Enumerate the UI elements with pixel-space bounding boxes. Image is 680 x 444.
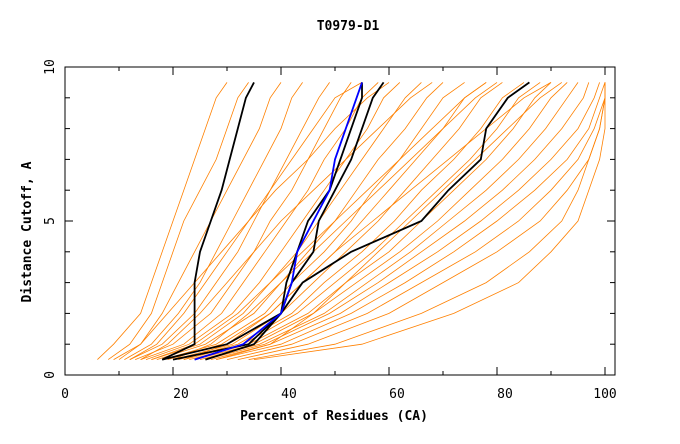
- model-curve: [124, 82, 303, 360]
- highlight-curve-black: [161, 82, 363, 361]
- x-tick-label: 40: [281, 387, 297, 402]
- highlight-curve-black: [172, 81, 530, 361]
- model-curve: [205, 82, 590, 360]
- model-curve: [183, 82, 552, 360]
- x-tick-label: 20: [173, 387, 189, 402]
- x-tick-label: 80: [497, 387, 513, 402]
- x-tick-label: 100: [593, 387, 616, 402]
- x-tick-label: 60: [389, 387, 405, 402]
- y-tick-label: 0: [43, 371, 58, 379]
- model-curve: [118, 82, 282, 360]
- model-curve: [107, 82, 249, 360]
- model-curve: [172, 82, 503, 360]
- model-curve: [140, 82, 433, 360]
- model-curve: [178, 82, 525, 360]
- model-curve: [162, 82, 465, 360]
- model-curve: [199, 82, 579, 360]
- model-curve: [97, 82, 228, 360]
- plot-frame: [64, 66, 616, 376]
- model-curve: [183, 82, 541, 360]
- highlight-curves: [161, 81, 530, 361]
- y-tick-label: 10: [43, 59, 58, 75]
- model-curve: [145, 82, 401, 360]
- axis-ticks: [64, 66, 615, 376]
- model-curve: [140, 82, 379, 360]
- model-curve: [194, 82, 568, 360]
- model-curve: [135, 82, 352, 360]
- model-curve: [253, 82, 606, 360]
- highlight-curve-black: [161, 81, 255, 361]
- highlight-curve-black: [205, 81, 385, 361]
- model-curve: [151, 82, 487, 360]
- model-curve: [210, 82, 600, 360]
- y-tick-label: 5: [43, 217, 58, 225]
- model-curve: [248, 82, 606, 360]
- model-curves: [97, 82, 606, 360]
- x-axis-label: Percent of Residues (CA): [240, 409, 428, 424]
- model-curve: [216, 82, 606, 360]
- highlight-curve-blue: [194, 82, 363, 361]
- model-curve: [226, 82, 606, 360]
- y-axis-label: Distance Cutoff, A: [20, 161, 35, 302]
- model-curve: [216, 82, 563, 360]
- chart-title: T0979-D1: [317, 19, 380, 34]
- model-curve: [129, 82, 363, 360]
- model-curve: [172, 82, 498, 360]
- model-curve: [129, 82, 330, 360]
- x-tick-label: 0: [61, 387, 69, 402]
- model-curve: [167, 82, 487, 360]
